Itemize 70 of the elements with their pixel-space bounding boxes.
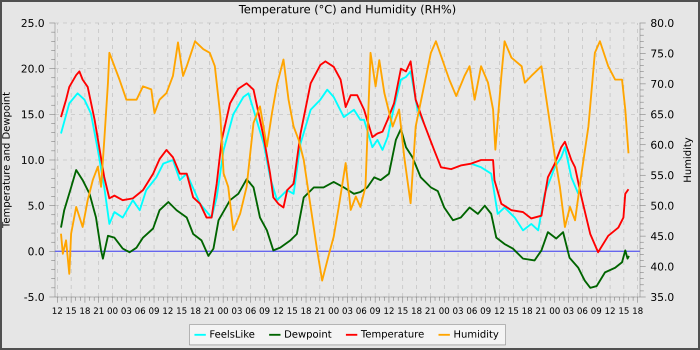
x-tick-label: 21	[94, 307, 104, 314]
y-tick-label: -5.0	[24, 292, 44, 302]
x-tick-label: 09	[480, 307, 491, 314]
x-tick-label: 15	[177, 307, 186, 314]
y2-tick-label: 50.0	[651, 202, 674, 210]
y-axis-title: Temperature and Dewpoint	[2, 92, 12, 228]
y-tick-label: 10.0	[22, 156, 44, 164]
x-tick-label: 12	[384, 307, 394, 314]
y2-tick-label: 60.0	[651, 140, 674, 149]
x-tick-label: 09	[370, 307, 380, 314]
y-tick-label: 0.0	[28, 247, 44, 256]
x-tick-label: 12	[605, 307, 615, 314]
x-tick-label: 03	[342, 307, 352, 314]
x-tick-label: 03	[232, 307, 242, 314]
x-tick-label: 09	[149, 307, 159, 314]
x-tick-label: 00	[108, 307, 118, 314]
x-tick-label: 03	[453, 307, 463, 314]
y-tick-label: 15.0	[22, 110, 44, 118]
y2-axis-title: Humidity	[683, 138, 693, 182]
x-tick-label: 00	[218, 307, 228, 314]
x-tick-label: 18	[522, 307, 532, 314]
legend-label: Dewpoint	[285, 330, 332, 340]
x-tick-label: 15	[619, 307, 629, 314]
legend-label: Humidity	[454, 330, 499, 340]
x-tick-label: 06	[577, 307, 588, 314]
x-tick-label: 03	[564, 307, 574, 314]
x-tick-label: 18	[412, 307, 422, 314]
x-tick-label: 06	[356, 307, 366, 314]
y2-tick-label: 40.0	[650, 262, 674, 271]
x-tick-label: 00	[439, 307, 450, 314]
y-tick-label: 20.0	[22, 64, 44, 73]
y-tick-label: 5.0	[28, 202, 44, 210]
x-tick-label: 18	[190, 307, 200, 314]
line-series	[60, 40, 630, 282]
y2-tick-label: 35.0	[651, 292, 674, 302]
y-tick-label: 25.0	[22, 18, 44, 28]
x-tick-label: 21	[426, 307, 436, 314]
y2-tick-label: 80.0	[651, 18, 674, 28]
x-tick-label: 06	[466, 307, 477, 314]
x-tick-label: 12	[494, 307, 504, 314]
y2-tick-label: 70.0	[651, 80, 674, 88]
x-tick-label: 06	[246, 307, 256, 314]
x-tick-label: 12	[163, 307, 172, 314]
x-tick-label: 21	[536, 307, 546, 314]
x-tick-label: 15	[508, 307, 518, 314]
line-series	[60, 60, 630, 254]
x-tick-label: 09	[591, 307, 602, 314]
x-tick-label: 18	[80, 307, 90, 314]
x-tick-label: 12	[274, 307, 284, 314]
y2-tick-label: 45.0	[650, 232, 674, 240]
chart-title: Temperature (°C) and Humidity (RH%)	[238, 4, 456, 16]
x-tick-label: 15	[398, 307, 408, 314]
x-tick-label: 03	[121, 307, 132, 314]
x-tick-label: 09	[260, 307, 270, 314]
x-tick-label: 21	[314, 307, 325, 314]
legend-label: FeelsLike	[210, 330, 254, 338]
x-tick-label: 00	[328, 307, 339, 314]
x-tick-label: 18	[301, 307, 311, 314]
x-tick-label: 06	[135, 307, 146, 314]
y2-tick-label: 75.0	[651, 49, 674, 58]
x-tick-label: 15	[288, 307, 297, 314]
y2-tick-label: 65.0	[651, 110, 674, 118]
x-tick-label: 12	[52, 307, 62, 314]
x-tick-label: 18	[633, 307, 643, 314]
x-tick-label: 15	[66, 307, 76, 314]
y2-tick-label: 55.0	[651, 171, 674, 180]
line-series	[60, 128, 630, 289]
x-tick-label: 00	[550, 307, 560, 314]
x-tick-label: 21	[204, 307, 214, 314]
legend-label: Temperature	[360, 330, 424, 340]
